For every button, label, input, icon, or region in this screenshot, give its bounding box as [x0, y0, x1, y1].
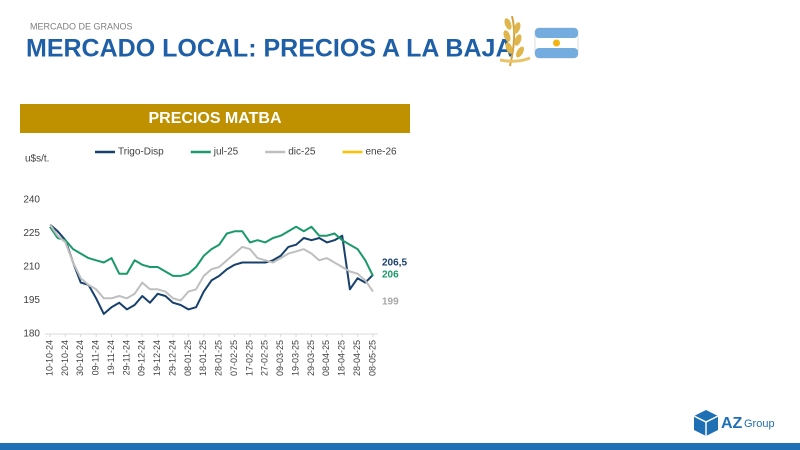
- x-tick-label: 09-12-24: [137, 340, 147, 376]
- x-tick-label: 30-10-24: [75, 340, 85, 376]
- banner-text: PRECIOS MATBA: [148, 110, 281, 127]
- x-tick-label: 29-11-24: [121, 340, 131, 375]
- x-tick-label: 18-04-25: [337, 340, 347, 376]
- x-tick-label: 19-11-24: [106, 340, 116, 375]
- legend-label: jul-25: [213, 147, 239, 158]
- end-value-label: 206: [382, 270, 399, 281]
- x-tick-label: 07-02-25: [229, 340, 239, 376]
- x-tick-label: 18-01-25: [198, 340, 208, 376]
- x-tick-label: 28-04-25: [352, 340, 362, 376]
- y-tick-label: 225: [23, 228, 40, 239]
- legend-label: dic-25: [288, 147, 316, 158]
- slide-title: MERCADO LOCAL: PRECIOS A LA BAJA: [26, 35, 514, 63]
- x-tick-label: 08-05-25: [367, 340, 377, 376]
- y-tick-label: 180: [23, 329, 40, 340]
- legend-label: ene-26: [365, 147, 397, 158]
- x-tick-label: 20-10-24: [60, 340, 70, 376]
- footer-bar: [0, 443, 800, 450]
- y-axis-label: u$s/t.: [25, 154, 49, 165]
- section-label: MERCADO DE GRANOS: [30, 21, 133, 31]
- series-line: [49, 223, 374, 315]
- logo-brand: AZ: [721, 415, 743, 432]
- argentina-flag: [534, 27, 579, 59]
- x-tick-label: 27-02-25: [260, 340, 270, 376]
- x-tick-label: 08-04-25: [321, 340, 331, 376]
- end-value-label: 199: [382, 297, 399, 308]
- x-tick-label: 19-03-25: [290, 340, 300, 376]
- x-tick-label: 10-10-24: [44, 340, 54, 376]
- wheat-icon: [499, 15, 531, 67]
- x-tick-label: 08-01-25: [183, 340, 193, 376]
- y-tick-label: 195: [23, 295, 40, 306]
- x-tick-label: 09-03-25: [275, 340, 285, 376]
- x-tick-label: 29-12-24: [167, 340, 177, 376]
- az-logo: AZ Group: [693, 410, 775, 436]
- x-tick-label: 19-12-24: [152, 340, 162, 376]
- series-line: [49, 225, 374, 277]
- x-tick-label: 29-03-25: [306, 340, 316, 376]
- series-line: [49, 224, 374, 302]
- banner: [20, 104, 410, 133]
- legend-label: Trigo-Disp: [118, 147, 164, 158]
- x-tick-label: 28-01-25: [214, 340, 224, 376]
- x-tick-label: 09-11-24: [91, 340, 101, 375]
- x-tick-label: 17-02-25: [244, 340, 254, 376]
- y-tick-label: 240: [23, 195, 40, 206]
- end-value-label: 206,5: [382, 258, 407, 269]
- logo-suffix: Group: [744, 418, 775, 430]
- y-tick-label: 210: [23, 262, 40, 273]
